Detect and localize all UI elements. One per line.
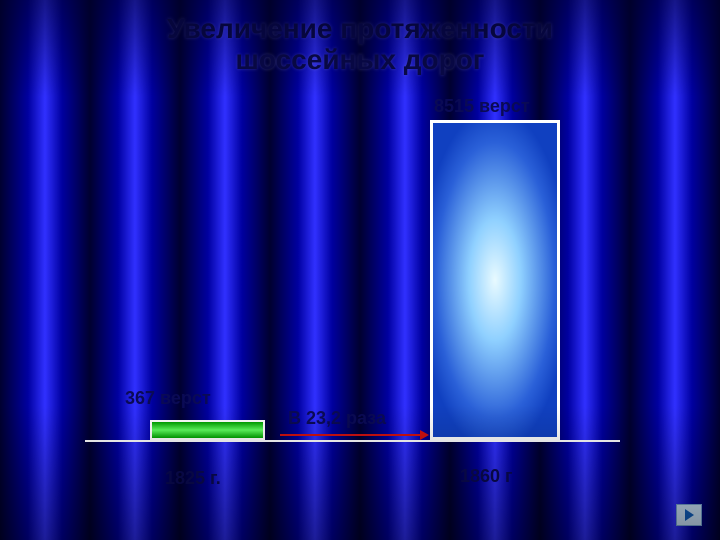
- title-line-2: шоссейных дорог: [236, 44, 485, 75]
- multiplier-label: В 23,2 раза: [288, 408, 386, 429]
- title-line-1: Увеличение протяженности: [167, 13, 553, 44]
- next-slide-button[interactable]: [676, 504, 702, 526]
- bar-1860-value: 8515 верст: [434, 96, 530, 117]
- bar-1825: [150, 420, 265, 440]
- slide-stage: Увеличение протяженности шоссейных дорог…: [0, 0, 720, 540]
- bar-1860-year: 1860 г: [460, 466, 513, 487]
- chart-baseline: [85, 440, 620, 442]
- bar-1825-value: 367 верст: [125, 388, 211, 409]
- bar-1825-year: 1825 г.: [165, 468, 221, 489]
- multiplier-arrow-line: [280, 434, 420, 436]
- play-triangle-icon: [682, 508, 696, 522]
- bar-1860: [430, 120, 560, 440]
- slide-title: Увеличение протяженности шоссейных дорог: [0, 14, 720, 76]
- multiplier-arrow-head-icon: [420, 430, 429, 440]
